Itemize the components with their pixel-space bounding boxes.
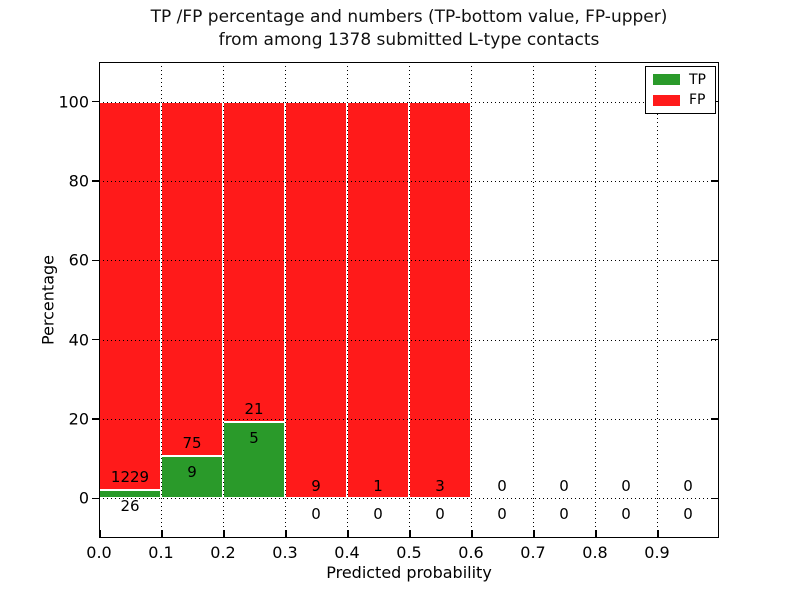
y-tick-mark-right-40 (711, 338, 718, 341)
fp-count-0.1-0.2: 75 (182, 434, 202, 453)
x-tick-label-0.8: 0.8 (582, 543, 608, 562)
x-tick-mark-0.1 (161, 530, 163, 538)
y-tick-label-80: 80 (68, 171, 89, 191)
gridline-x-0.6 (471, 62, 472, 538)
fp-bar-0.4-0.5 (347, 101, 409, 499)
x-tick-label-0.6: 0.6 (458, 543, 484, 562)
y-tick-mark-right-80 (711, 180, 718, 182)
tp-count-0.0-0.1: 26 (120, 496, 140, 515)
legend-label-fp: FP (689, 92, 706, 109)
tp-count-0.1-0.2: 9 (187, 462, 197, 481)
plot-area: 0.0 0.1 0.2 0.3 0.4 0.5 0.6 0.7 0.8 0.9 0 20 40 60 80 1… (58, 62, 719, 562)
fp-bar-0.0-0.1 (99, 101, 161, 491)
x-tick-mark-0.5 (409, 530, 411, 538)
fp-count-0.6-0.7: 0 (497, 476, 507, 495)
x-tick-label-0.1: 0.1 (148, 543, 174, 562)
x-tick-mark-0.3 (285, 530, 287, 538)
gridline-x-0.7 (533, 62, 534, 538)
fp-count-0.7-0.8: 0 (559, 476, 569, 495)
x-tick-mark-0.8 (595, 530, 597, 538)
x-tick-label-0.2: 0.2 (210, 543, 236, 562)
y-tick-label-60: 60 (68, 250, 89, 270)
y-tick-mark-left-40 (92, 338, 99, 341)
y-tick-mark-right-60 (711, 259, 718, 262)
tp-count-0.7-0.8: 0 (559, 505, 569, 524)
x-tick-label-0.0: 0.0 (86, 543, 112, 562)
gridline-x-0.5 (409, 62, 410, 538)
tp-count-0.4-0.5: 0 (373, 505, 383, 524)
tp-count-0.5-0.6: 0 (435, 505, 445, 524)
y-tick-mark-right-0 (711, 497, 718, 500)
chart-title-line1: TP /FP percentage and numbers (TP-bottom… (150, 7, 668, 27)
y-tick-mark-left-60 (92, 259, 99, 262)
fp-count-0.4-0.5: 1 (373, 476, 383, 495)
legend: TP FP (645, 66, 716, 114)
gridline-x-0.3 (285, 62, 286, 538)
fp-count-0.3-0.4: 9 (311, 476, 321, 495)
tp-count-0.6-0.7: 0 (497, 505, 507, 524)
x-tick-mark-0.0 (99, 530, 101, 538)
gridline-x-0.9 (657, 62, 658, 538)
fp-color-swatch (653, 94, 680, 106)
y-tick-label-20: 20 (68, 409, 89, 429)
legend-label-tp: TP (689, 71, 706, 88)
y-tick-mark-left-80 (92, 180, 99, 182)
y-tick-label-0: 0 (78, 488, 89, 508)
tp-bar-0.1-0.2 (161, 455, 223, 499)
tp-count-0.9-1.0: 0 (683, 505, 693, 524)
tp-count-0.8-0.9: 0 (621, 505, 631, 524)
fp-count-0.9-1.0: 0 (683, 476, 693, 495)
x-tick-label-0.3: 0.3 (272, 543, 298, 562)
y-tick-mark-left-0 (92, 497, 99, 500)
x-tick-mark-0.9 (657, 530, 659, 538)
y-tick-mark-left-100 (92, 100, 99, 103)
x-tick-mark-0.6 (471, 530, 473, 538)
fp-bar-0.5-0.6 (409, 101, 471, 499)
x-tick-label-0.7: 0.7 (520, 543, 546, 562)
y-tick-label-40: 40 (68, 330, 89, 350)
fp-count-0.8-0.9: 0 (621, 476, 631, 495)
gridline-x-0.4 (347, 62, 348, 538)
legend-entry-fp: FP (646, 92, 715, 108)
tp-count-0.3-0.4: 0 (311, 505, 321, 524)
x-axis-label: Predicted probability (326, 563, 492, 582)
x-tick-label-0.4: 0.4 (334, 543, 360, 562)
fp-count-0.2-0.3: 21 (244, 400, 264, 419)
y-tick-mark-right-20 (711, 418, 718, 420)
x-tick-label-0.5: 0.5 (396, 543, 422, 562)
chart-title: TP /FP percentage and numbers (TP-bottom… (99, 6, 719, 52)
fp-count-0.0-0.1: 1229 (110, 468, 150, 487)
gridline-x-0.8 (595, 62, 596, 538)
x-tick-mark-0.7 (533, 530, 535, 538)
x-tick-mark-0.4 (347, 530, 349, 538)
fp-bar-0.3-0.4 (285, 101, 347, 499)
x-tick-mark-0.2 (223, 530, 225, 538)
y-tick-label-100: 100 (58, 92, 89, 112)
gridline-x-0.1 (161, 62, 162, 538)
fp-bar-0.1-0.2 (161, 101, 223, 456)
tp-count-0.2-0.3: 5 (249, 428, 259, 447)
gridline-x-0.2 (223, 62, 224, 538)
y-tick-mark-left-20 (92, 418, 99, 420)
x-tick-label-0.9: 0.9 (644, 543, 670, 562)
tp-color-swatch (653, 74, 680, 86)
fp-count-0.5-0.6: 3 (435, 476, 445, 495)
legend-entry-tp: TP (646, 72, 715, 88)
chart-title-line2: from among 1378 submitted L-type contact… (218, 30, 600, 50)
fp-bar-0.2-0.3 (223, 101, 285, 423)
